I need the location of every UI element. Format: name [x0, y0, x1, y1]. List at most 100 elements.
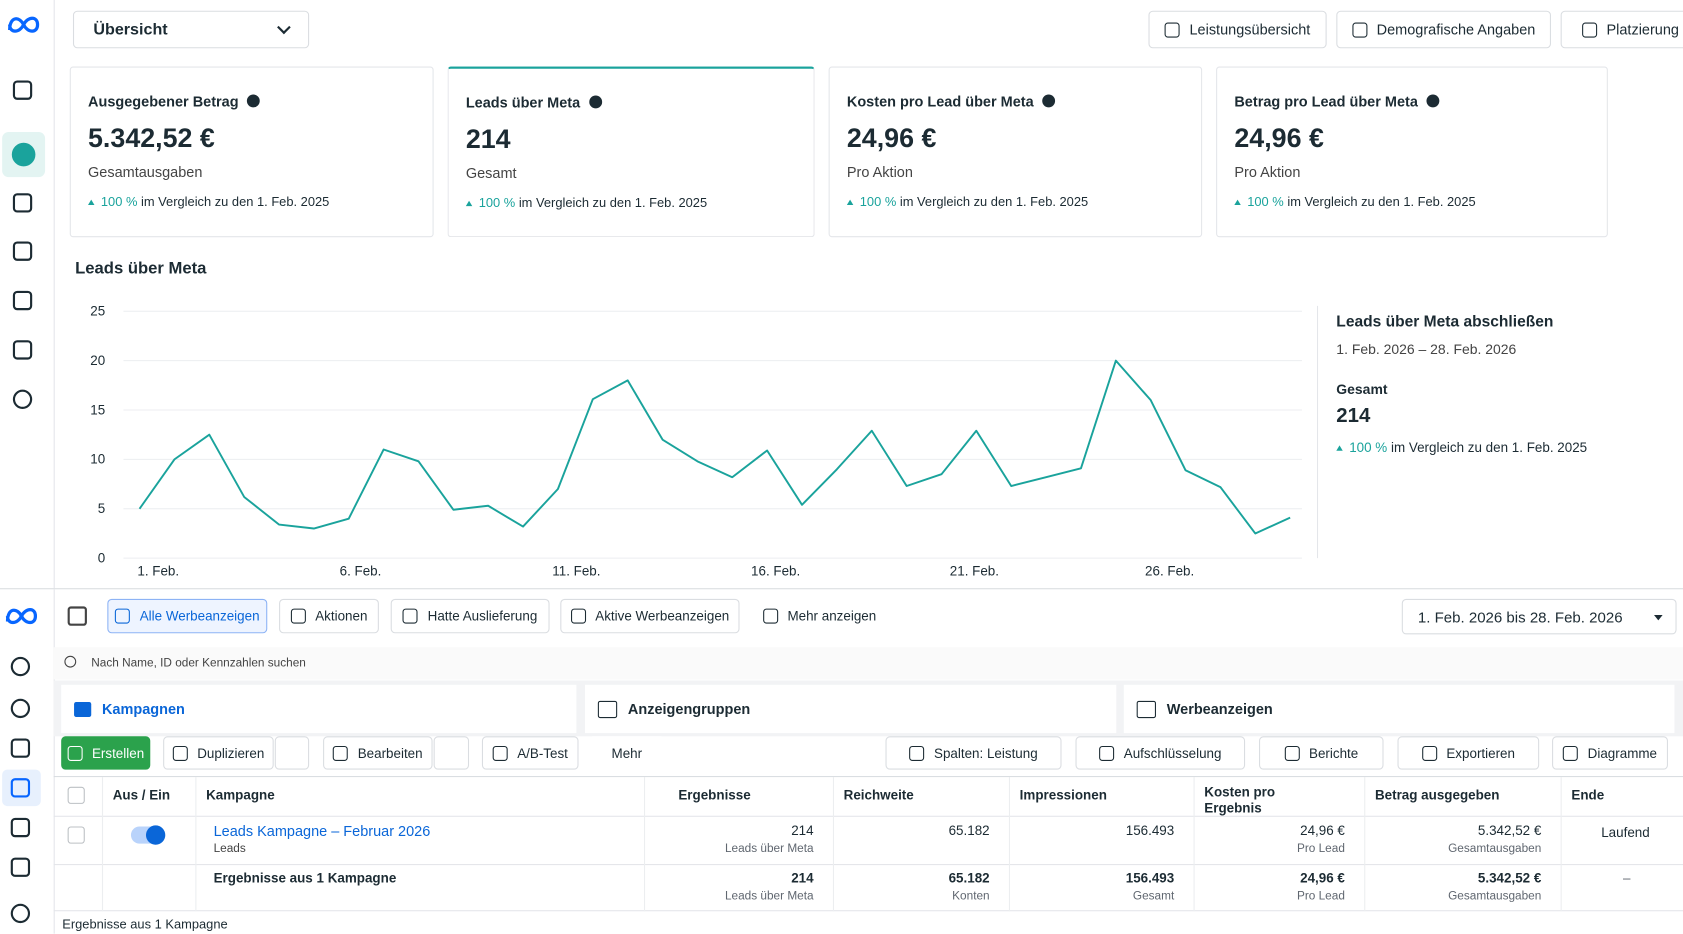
column-header: Ergebnisse [678, 787, 751, 803]
change: 100 % [100, 194, 138, 210]
card-value: 214 [465, 124, 511, 155]
label: Platzierung [1606, 21, 1679, 38]
header-button[interactable]: Platzierung [1560, 10, 1683, 49]
nav-icon[interactable] [12, 241, 33, 261]
action-button[interactable]: Aufschlüsselung [1075, 736, 1246, 770]
card-title: Kosten pro Lead über Meta [847, 93, 1056, 109]
compare: im Vergleich zu den 1. Feb. 2025 [1287, 194, 1476, 210]
nav-icon[interactable] [12, 389, 33, 409]
column-header: Aus / Ein [112, 787, 171, 803]
action-button[interactable]: Diagramme [1552, 736, 1668, 770]
nav-icon[interactable] [10, 817, 31, 838]
column-header: Impressionen [1019, 787, 1107, 803]
series-line [138, 359, 1291, 535]
date-range-label: 1. Feb. 2026 bis 28. Feb. 2026 [1417, 608, 1623, 626]
action-button[interactable]: Exportieren [1397, 736, 1540, 770]
info-icon [1042, 94, 1056, 108]
info-icon [1426, 94, 1440, 108]
info-icon [247, 94, 261, 108]
icon [1284, 745, 1300, 761]
header-button[interactable]: Leistungsübersicht [1148, 10, 1327, 49]
x-tick-label: 16. Feb. [751, 563, 800, 578]
action-button[interactable]: Duplizieren [163, 736, 274, 770]
nav-icon[interactable] [10, 903, 31, 924]
label: Spalten: Leistung [934, 745, 1038, 761]
action-button[interactable]: Mehr [588, 736, 666, 770]
action-button[interactable]: A/B-Test [481, 736, 579, 770]
action-button[interactable]: Berichte [1259, 736, 1384, 770]
nav-icon[interactable] [10, 698, 31, 719]
checkbox[interactable] [67, 826, 85, 844]
card-sub: Pro Aktion [846, 164, 913, 181]
icon [1164, 22, 1180, 38]
nav-icon[interactable] [12, 80, 33, 100]
label: Hatte Auslieferung [427, 608, 538, 624]
nav-active[interactable] [2, 769, 41, 807]
col-rule [1008, 777, 1011, 912]
summary-range: 1. Feb. 2026 – 28. Feb. 2026 [1336, 341, 1517, 358]
tab[interactable]: Werbeanzeigen [1123, 684, 1675, 734]
nav-icon[interactable] [10, 656, 31, 677]
label: Exportieren [1446, 745, 1515, 761]
chart-title: Leads über Meta [75, 259, 207, 278]
up-arrow [88, 199, 95, 206]
label: Duplizieren [197, 745, 265, 761]
filter-button[interactable]: Mehr anzeigen [751, 598, 888, 634]
dropdown-button[interactable] [274, 736, 310, 770]
icon [1562, 745, 1579, 761]
meta-logo [8, 16, 40, 33]
col-rule [1364, 777, 1366, 912]
label: Leistungsübersicht [1189, 21, 1311, 38]
nav-icon[interactable] [12, 340, 33, 360]
column-header: Betrag ausgegeben [1374, 787, 1500, 803]
kpi-card: Kosten pro Lead über Meta 24,96 € Pro Akti… [828, 66, 1203, 238]
icon [762, 608, 778, 624]
tab[interactable]: Anzeigengruppen [584, 684, 1117, 734]
campaign-objective: Leads [213, 842, 246, 856]
header-button[interactable]: Demografische Angaben [1336, 10, 1551, 49]
nav-icon[interactable] [10, 857, 31, 877]
nav-icon[interactable] [12, 193, 33, 213]
filter-button[interactable]: Alle Werbeanzeigen [107, 598, 268, 634]
card-title: Ausgegebener Betrag [88, 93, 261, 110]
dropdown-button[interactable] [433, 736, 470, 770]
icon [492, 745, 508, 761]
toggle-knob [145, 825, 166, 845]
table-cell: Gesamtausgaben [1448, 889, 1542, 903]
card-change: 100 % im Vergleich zu den 1. Feb. 2025 [465, 195, 707, 211]
date-range[interactable]: 1. Feb. 2026 bis 28. Feb. 2026 [1401, 598, 1677, 635]
title: Ausgegebener Betrag [88, 93, 239, 110]
view-select[interactable]: Übersicht [72, 10, 310, 49]
meta-logo [5, 608, 38, 625]
kpi-card: Leads über Meta 214 Gesamt 100 % im Verglei… [447, 66, 815, 238]
label: Demografische Angaben [1376, 21, 1536, 38]
filter-button[interactable]: Aktionen [279, 598, 379, 634]
layout-toggle[interactable] [61, 598, 93, 634]
icon [402, 608, 418, 624]
col-rule [1193, 777, 1195, 912]
card-change: 100 % im Vergleich zu den 1. Feb. 2025 [846, 194, 1089, 210]
campaign-name[interactable]: Leads Kampagne – Februar 2026 [213, 823, 431, 840]
checkbox[interactable] [67, 786, 85, 804]
icon [570, 608, 586, 624]
icon [67, 745, 83, 761]
tab[interactable]: Kampagnen [61, 684, 577, 734]
filter-button[interactable]: Aktive Werbeanzeigen [560, 598, 740, 634]
action-button[interactable]: Erstellen [61, 736, 151, 770]
x-tick-label: 21. Feb. [950, 563, 999, 578]
table-cell: Pro Lead [1296, 842, 1345, 856]
up-arrow [465, 200, 473, 207]
change: 100 % [1349, 440, 1388, 456]
nav-icon[interactable] [12, 290, 33, 311]
up-arrow [1234, 199, 1241, 206]
action-button[interactable]: Spalten: Leistung [885, 736, 1062, 770]
icon [909, 745, 925, 761]
change: 100 % [478, 195, 516, 211]
action-button[interactable]: Bearbeiten [323, 736, 433, 770]
search-bar[interactable] [53, 647, 1683, 680]
nav-icon[interactable] [10, 738, 31, 758]
filter-button[interactable]: Hatte Auslieferung [390, 598, 550, 634]
summary-total: 214 [1336, 404, 1371, 428]
compare: im Vergleich zu den 1. Feb. 2025 [899, 194, 1089, 210]
